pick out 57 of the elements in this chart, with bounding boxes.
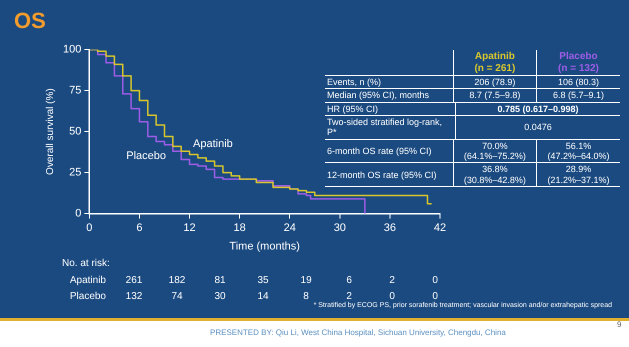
- text: 70.0% (64.1%–75.2%): [452, 140, 536, 162]
- text: 19: [300, 275, 312, 286]
- text: 2: [389, 275, 395, 286]
- text: 36.8% (30.8%–42.8%): [452, 163, 536, 186]
- x-axis-title: Time (months): [229, 240, 300, 252]
- text: 56.1% (47.2%–64.0%): [536, 140, 620, 162]
- annotation: Median (95% CI), months: [326, 89, 430, 102]
- text: Apatinib: [70, 275, 106, 286]
- text: PRESENTED BY: Qiu Li, West China Hospital, Sichuan University, Chengdu, China: [210, 328, 506, 338]
- y-tick-label: 25: [69, 166, 82, 179]
- text: 182: [168, 275, 186, 286]
- chart-title: OS: [14, 8, 46, 34]
- text: 30: [214, 291, 226, 302]
- x-tick-label: 12: [183, 222, 196, 234]
- y-tick-label: 75: [69, 84, 82, 97]
- text: 14: [257, 291, 269, 302]
- text: 0.0476: [455, 116, 620, 139]
- annotation: Two-sided stratified log-rank, P*: [326, 116, 444, 139]
- annotation: 12-month OS rate (95% CI): [326, 168, 438, 182]
- text: 8: [303, 291, 309, 302]
- series-label: Placebo: [126, 150, 166, 162]
- x-tick-label: 36: [384, 222, 396, 234]
- y-axis-title: Overall survival (%): [44, 88, 56, 175]
- text: 0: [389, 291, 395, 302]
- x-tick-label: 18: [234, 222, 246, 234]
- x-tick-label: 24: [284, 222, 296, 234]
- text: 132: [126, 291, 142, 302]
- text: 206 (78.9): [452, 76, 536, 88]
- text: 81: [214, 275, 226, 286]
- y-tick-label: 0: [75, 208, 82, 220]
- y-tick-label: 50: [69, 126, 82, 138]
- x-tick-label: 6: [136, 222, 143, 234]
- text: Placebo: [70, 291, 106, 302]
- text: Placebo (n = 132): [536, 50, 620, 75]
- text: No. at risk:: [62, 258, 110, 269]
- annotation: Events, n (%): [326, 76, 382, 88]
- x-tick-label: 0: [86, 222, 92, 234]
- annotation: HR (95% CI): [326, 102, 380, 116]
- annotation: 6-month OS rate (95% CI): [326, 144, 433, 158]
- text: 6.8 (5.7–9.1): [536, 89, 620, 102]
- text: 6: [346, 275, 352, 286]
- text: 35: [257, 275, 269, 286]
- x-tick-label: 42: [434, 222, 446, 234]
- text: 261: [126, 275, 142, 286]
- text: 0: [432, 275, 438, 286]
- text: 8.7 (7.5–9.8): [452, 89, 536, 102]
- text: 9: [617, 320, 622, 330]
- x-tick-label: 30: [334, 222, 346, 234]
- text: Apatinib (n = 261): [452, 50, 536, 75]
- text: 74: [171, 291, 183, 302]
- y-tick-label: 100: [62, 44, 82, 56]
- text: 28.9% (21.2%–37.1%): [536, 163, 620, 186]
- series-label: Apatinib: [193, 138, 233, 150]
- text: 0.785 (0.617–0.998): [455, 102, 620, 116]
- text: 106 (80.3): [536, 76, 620, 88]
- text: 0: [432, 291, 438, 302]
- text: 2: [346, 291, 352, 302]
